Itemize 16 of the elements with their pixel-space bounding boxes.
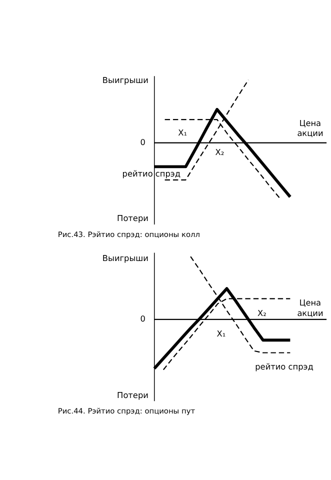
text: Потери [117,390,148,400]
text: рейтио спрэд [255,361,314,372]
text: 0 [140,137,146,148]
x-axis-title: Цена акции [297,118,324,138]
text: 0 [140,314,146,324]
text: Рис.44. Рэйтио спрэд: опционы пут [58,406,196,416]
x-axis-title: Цена акции [297,297,324,318]
series-label: рейтио спрэд [122,168,181,178]
text: Выигрыши [102,74,148,85]
text: Рис.43. Рэйтио спрэд: опционы колл [58,230,200,239]
text: Выигрыши [102,252,148,263]
annotation: X₁ [216,328,226,339]
text: Потери [117,212,148,223]
annotation: X₂ [215,146,224,157]
annotation: X₁ [178,127,187,138]
annotation: X₂ [258,308,266,318]
